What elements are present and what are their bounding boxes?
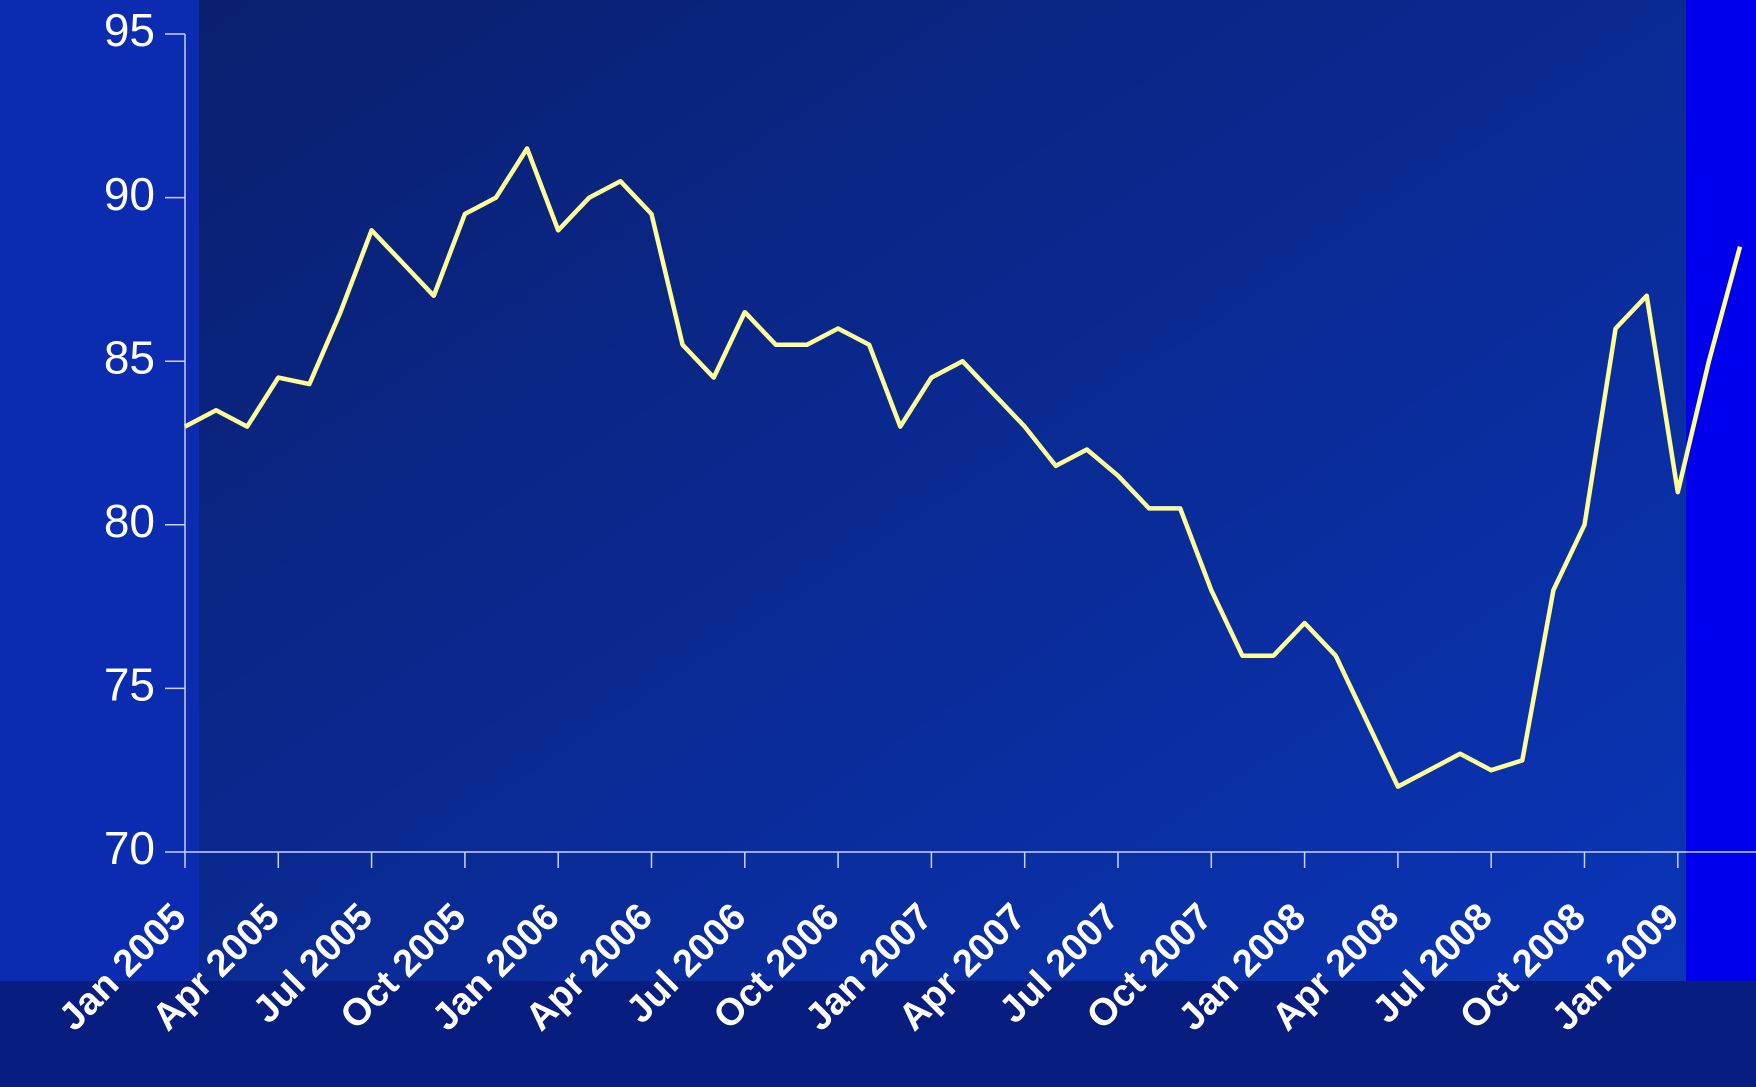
y-tick-label: 75 bbox=[104, 659, 155, 711]
y-tick-label: 90 bbox=[104, 168, 155, 220]
bottom-band bbox=[0, 981, 1756, 1087]
y-tick-label: 70 bbox=[104, 822, 155, 874]
y-tick-label: 80 bbox=[104, 495, 155, 547]
y-tick-label: 85 bbox=[104, 331, 155, 383]
line bbox=[183, 146, 1743, 789]
y-tick-label: 95 bbox=[104, 4, 155, 56]
side-strip bbox=[1686, 0, 1756, 981]
plot-panel bbox=[199, 0, 1686, 981]
